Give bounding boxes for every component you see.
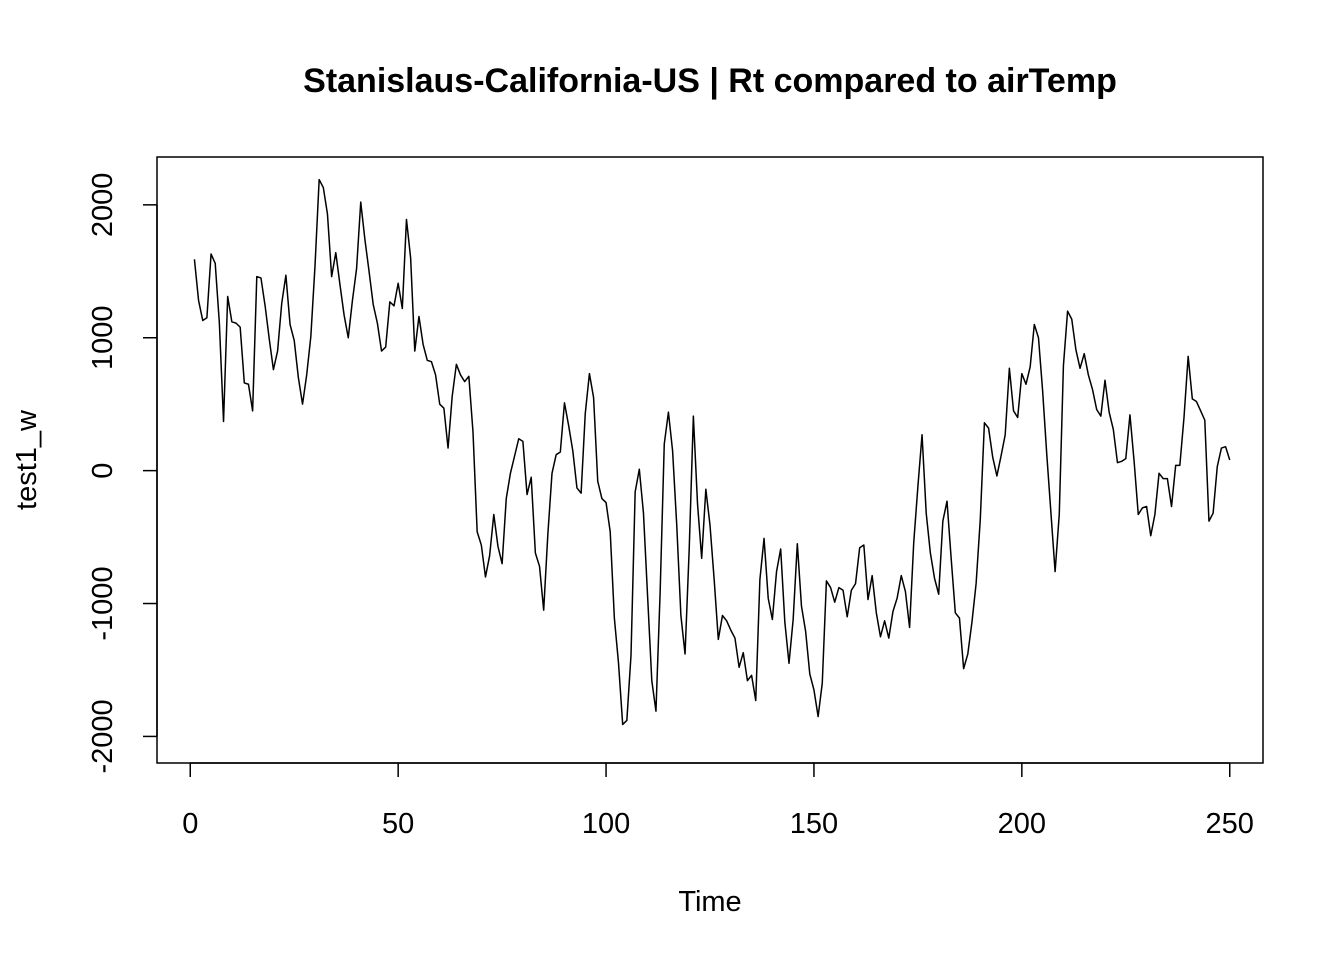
y-tick-label: -1000	[87, 566, 119, 640]
x-axis-label: Time	[678, 886, 741, 918]
y-axis-label: test1_w	[11, 409, 43, 510]
x-axis: 0 50 100 150 200 250	[182, 762, 1254, 840]
y-tick-label: -2000	[87, 699, 119, 773]
y-axis: -2000 -1000 0 1000 2000	[87, 173, 158, 774]
series-line	[193, 178, 1231, 726]
y-tick-label: 2000	[87, 173, 119, 238]
x-tick-label: 0	[182, 808, 198, 840]
y-tick-label: 1000	[87, 305, 119, 370]
x-tick-label: 150	[790, 808, 838, 840]
y-tick-label: 0	[87, 463, 119, 479]
x-tick-label: 250	[1206, 808, 1254, 840]
x-tick-label: 100	[582, 808, 630, 840]
x-tick-label: 200	[998, 808, 1046, 840]
plot-frame	[156, 156, 1264, 764]
chart-title: Stanislaus-California-US | Rt compared t…	[303, 62, 1117, 100]
data-points	[194, 179, 1231, 725]
x-tick-label: 50	[382, 808, 414, 840]
